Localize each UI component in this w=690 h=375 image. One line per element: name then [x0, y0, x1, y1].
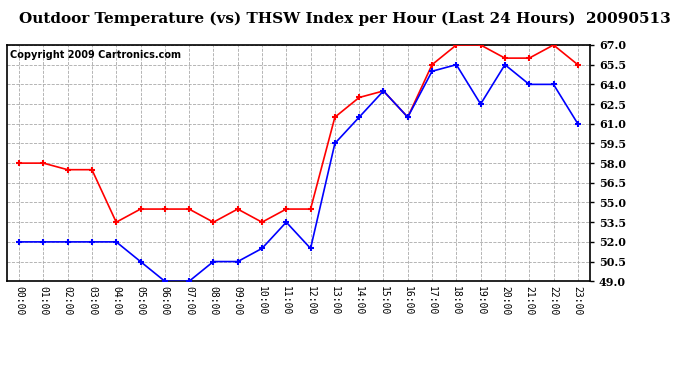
Text: Outdoor Temperature (vs) THSW Index per Hour (Last 24 Hours)  20090513: Outdoor Temperature (vs) THSW Index per …	[19, 11, 671, 26]
Text: Copyright 2009 Cartronics.com: Copyright 2009 Cartronics.com	[10, 50, 181, 60]
